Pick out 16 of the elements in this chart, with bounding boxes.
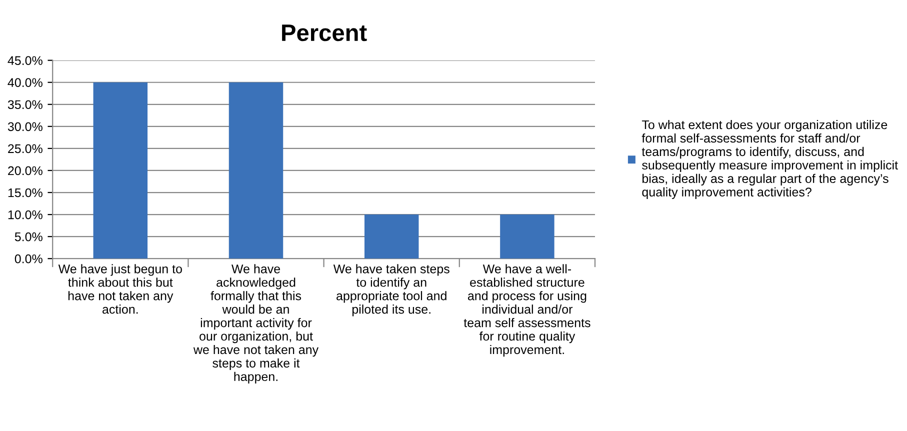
y-tick-label: 0.0% — [14, 254, 42, 264]
y-tick-label: 5.0% — [14, 232, 42, 242]
y-tick-label: 15.0% — [8, 188, 42, 198]
legend-label: To what extent does your organization utilize formal self-assessments for staff and/or teams/programs to identify, discuss, and subsequently measure improvement in implicit bias, ideally as a regular part of the agency’s quality improvement activities? — [642, 120, 898, 199]
y-tick-label: 45.0% — [8, 56, 42, 65]
category-label: We have acknowledged formally that this would be an important activity for our organization, but we have not taken any steps to make it happen. — [193, 264, 319, 384]
y-tick-label: 40.0% — [8, 78, 42, 88]
x-tick-label: We have taken steps to identify an appropriate tool and piloted its use. — [333, 264, 450, 316]
x-tick-label: We have a well- established structure and process for using individual and/or team self assessments for routine quality improvement. — [464, 264, 590, 357]
y-tick-label: 35.0% — [8, 100, 42, 110]
y-tick-label: 10.0% — [8, 210, 42, 220]
chart-title: Percent — [282, 24, 367, 42]
y-tick-label: 20.0% — [8, 166, 42, 176]
y-tick-label: 25.0% — [8, 144, 42, 154]
y-tick-label: 30.0% — [8, 122, 42, 132]
x-tick-label: We have just begun to think about this but have not taken any action. — [58, 264, 182, 314]
